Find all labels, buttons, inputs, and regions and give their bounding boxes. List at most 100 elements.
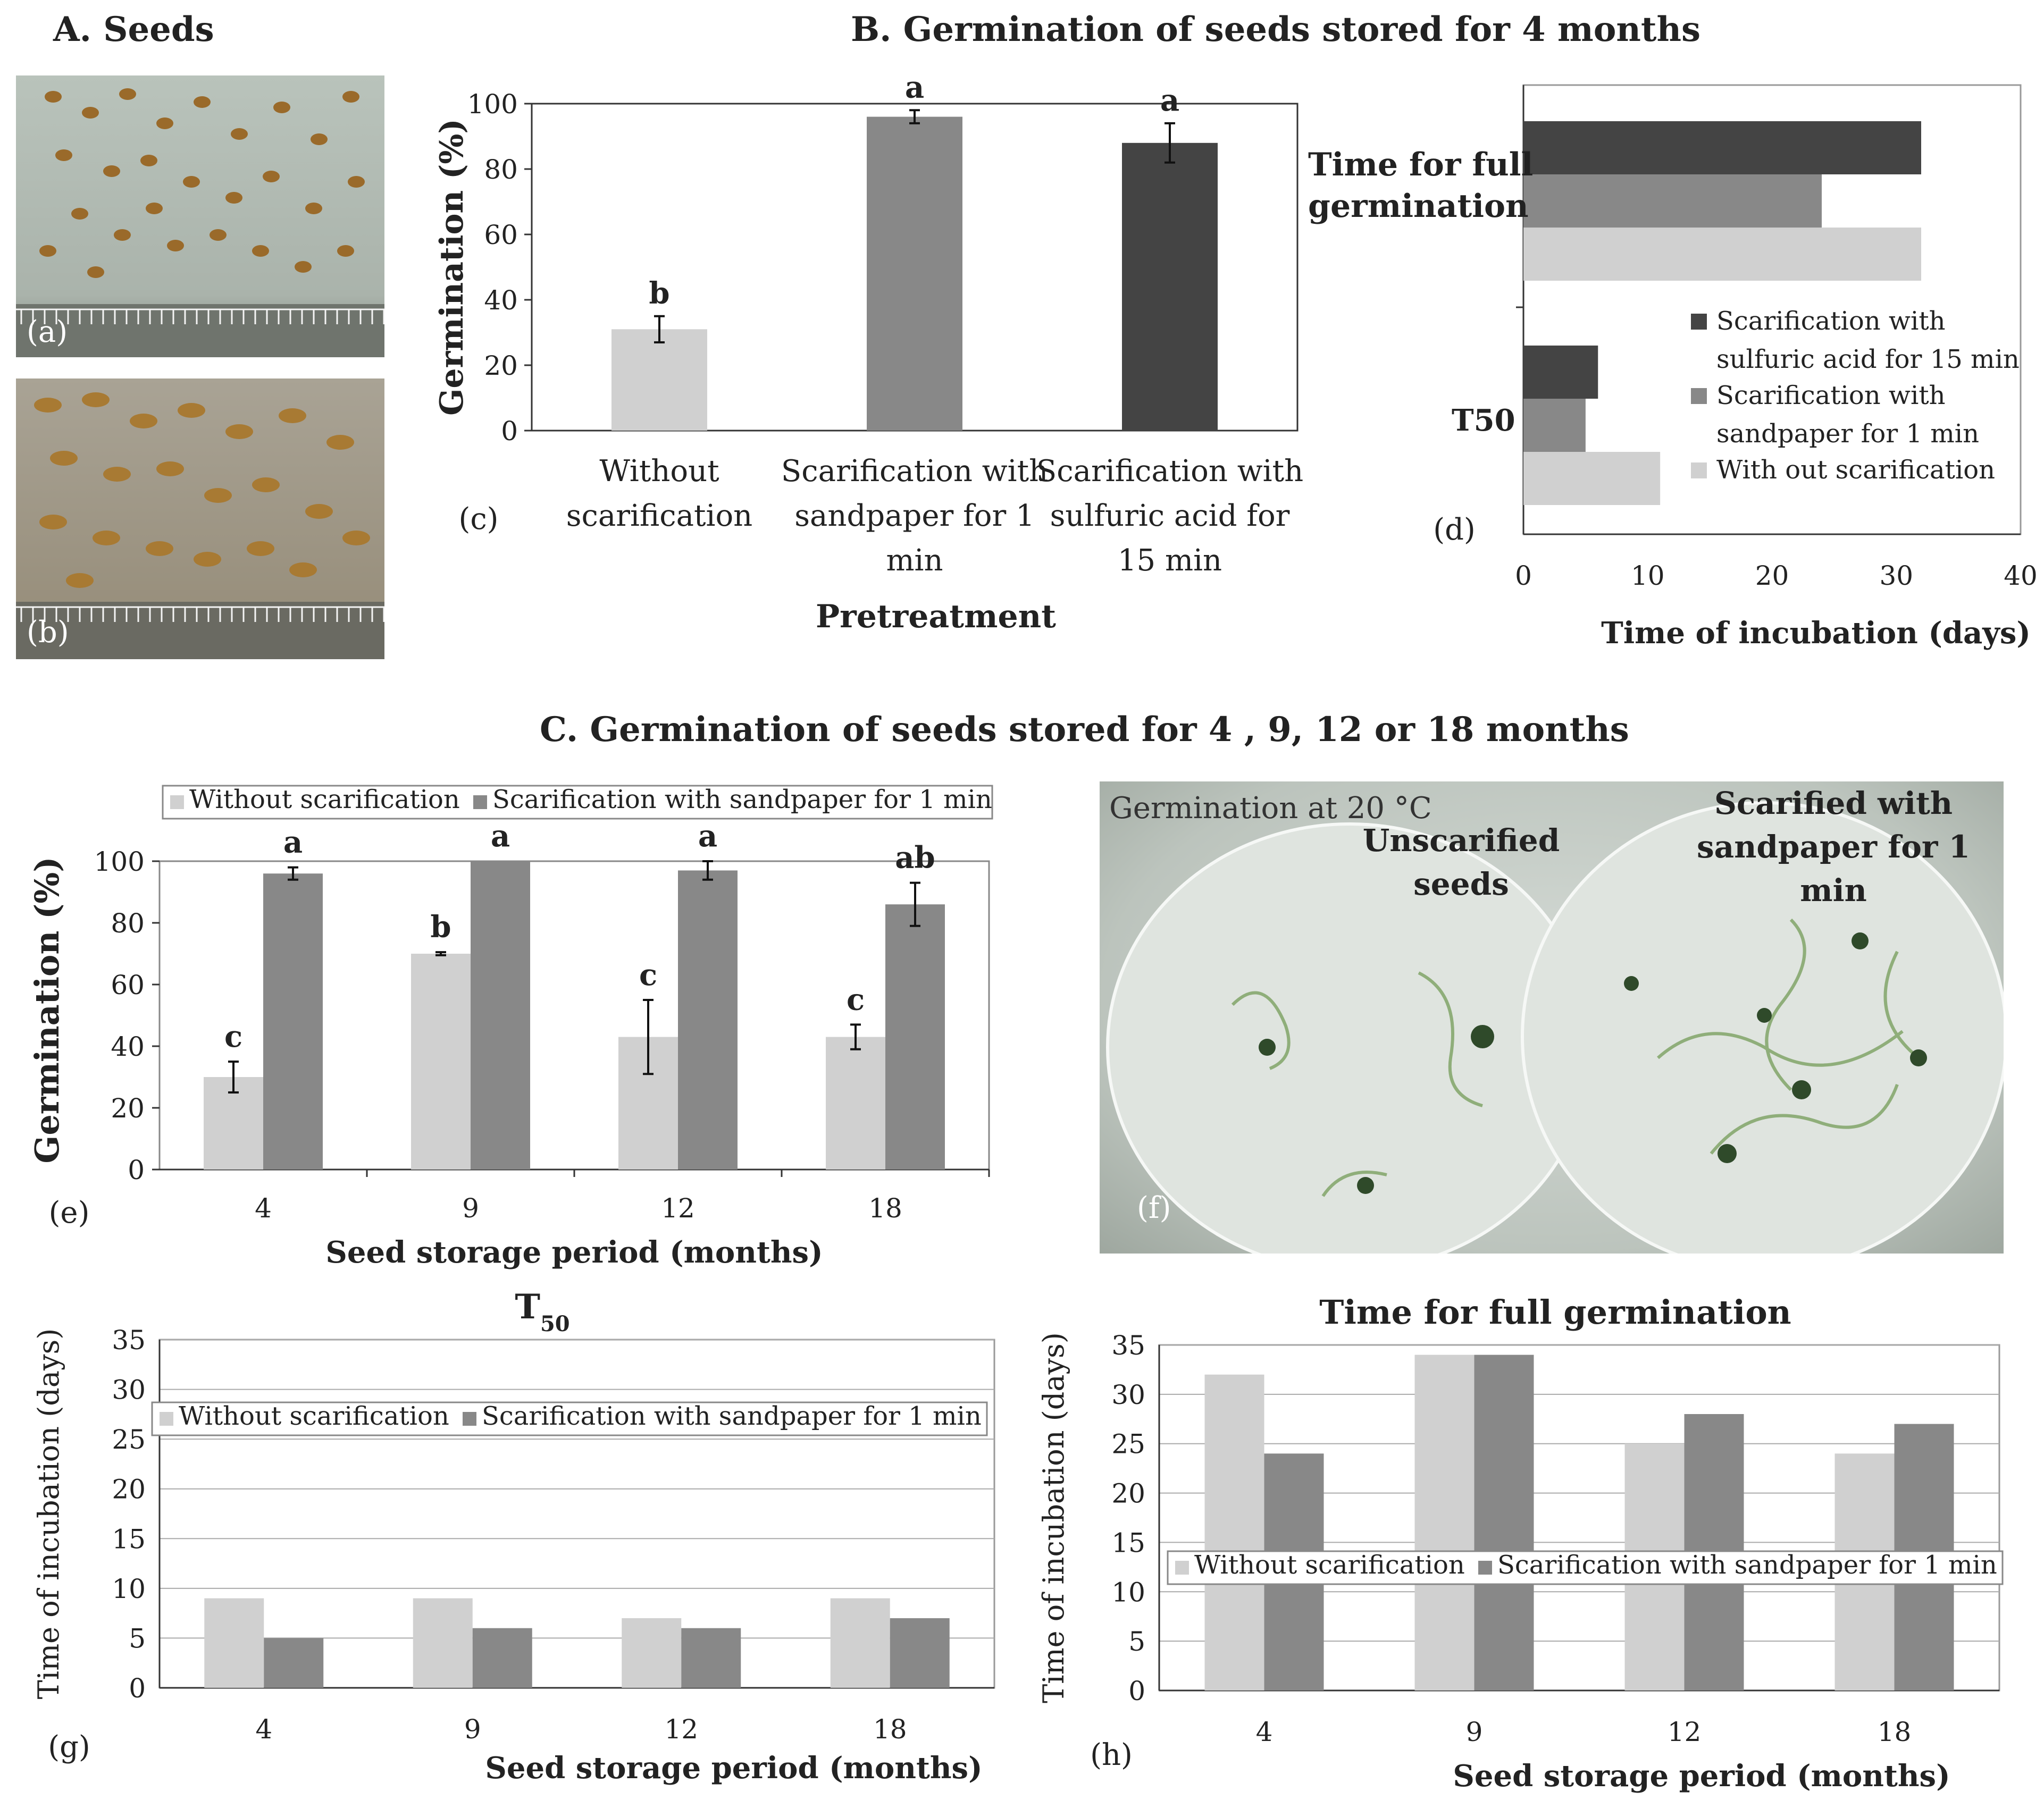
legend-label: With out scarification bbox=[1716, 455, 1995, 485]
y-tick-label: 60 bbox=[484, 220, 518, 250]
y-axis-label: Time of incubation (days) bbox=[1037, 1332, 1070, 1703]
y-tick-label: 35 bbox=[1111, 1330, 1145, 1361]
panel-label: (e) bbox=[49, 1196, 90, 1230]
y-tick-label: 10 bbox=[1111, 1577, 1145, 1608]
x-tick-label: 9 bbox=[464, 1714, 481, 1745]
bar bbox=[1523, 346, 1598, 399]
y-tick-label: 5 bbox=[129, 1623, 146, 1654]
legend-swatch bbox=[473, 795, 487, 809]
y-tick-label: 15 bbox=[1111, 1527, 1145, 1558]
petri-dishes-photo: Germination at 20 °C Unscarified seeds S… bbox=[1100, 781, 2004, 1254]
significance-letter: b bbox=[430, 910, 451, 945]
legend-label: Without scarification bbox=[179, 1401, 449, 1431]
x-tick-label: 30 bbox=[1879, 560, 1913, 591]
legend-label: Without scarification bbox=[189, 785, 460, 814]
y-axis-label: Germination (%) bbox=[433, 119, 471, 416]
bar bbox=[1523, 452, 1661, 505]
legend-swatch bbox=[463, 1412, 476, 1426]
legend-swatch bbox=[1691, 388, 1707, 404]
chart-title: T50 bbox=[515, 1287, 569, 1336]
significance-letter: a bbox=[1160, 83, 1179, 118]
y-tick-label: 20 bbox=[1111, 1478, 1145, 1509]
legend-label: Scarification with sandpaper for 1 min bbox=[482, 1401, 982, 1431]
bar bbox=[826, 1037, 885, 1170]
x-tick-label: 9 bbox=[1466, 1717, 1483, 1747]
y-category-label: germination bbox=[1308, 188, 1529, 225]
significance-letter: a bbox=[491, 819, 510, 854]
x-tick-label: 10 bbox=[1631, 560, 1665, 591]
bar bbox=[1523, 228, 1921, 281]
y-category-label: Time for full bbox=[1308, 146, 1533, 183]
y-tick-label: 5 bbox=[1128, 1626, 1145, 1657]
bar bbox=[411, 954, 471, 1170]
bar bbox=[890, 1618, 950, 1688]
significance-letter: a bbox=[698, 819, 717, 854]
bar bbox=[611, 329, 707, 431]
y-tick-label: 0 bbox=[501, 416, 518, 447]
significance-letter: c bbox=[847, 982, 865, 1017]
bar bbox=[472, 1628, 532, 1688]
y-tick-label: 30 bbox=[112, 1375, 146, 1406]
bar bbox=[1204, 1374, 1264, 1690]
bar bbox=[1122, 142, 1218, 431]
legend-g-frame bbox=[151, 1401, 988, 1436]
bar bbox=[1414, 1355, 1475, 1690]
bar bbox=[1523, 399, 1586, 452]
seed-scatter-a bbox=[16, 88, 384, 357]
legend-swatch bbox=[1691, 462, 1707, 478]
legend-label: Scarification with bbox=[1716, 306, 1946, 336]
x-tick-label: min bbox=[886, 543, 943, 578]
x-tick-label: 9 bbox=[462, 1193, 479, 1224]
dishes-left-label: Unscarified seeds bbox=[1362, 822, 1560, 902]
legend-e-frame bbox=[162, 785, 993, 820]
significance-letter: a bbox=[283, 825, 303, 860]
legend-h-frame bbox=[1167, 1550, 2004, 1585]
x-tick-label: 15 min bbox=[1118, 543, 1222, 578]
y-category-label: T50 bbox=[1452, 403, 1515, 438]
bar bbox=[681, 1628, 741, 1688]
legend-swatch bbox=[1175, 1561, 1189, 1575]
bar bbox=[885, 904, 945, 1170]
x-tick-label: 40 bbox=[2004, 560, 2038, 591]
x-tick-label: Without bbox=[599, 454, 719, 489]
seeds-photo-b: (b) bbox=[16, 378, 384, 659]
y-tick-label: 0 bbox=[128, 1155, 145, 1185]
y-axis-label: Germination (%) bbox=[28, 856, 66, 1163]
x-tick-label: 12 bbox=[664, 1714, 698, 1745]
bar bbox=[1523, 121, 1921, 174]
y-tick-label: 15 bbox=[112, 1524, 146, 1554]
bar bbox=[622, 1618, 682, 1688]
bar bbox=[867, 116, 962, 431]
y-tick-label: 80 bbox=[484, 154, 518, 185]
y-tick-label: 25 bbox=[1111, 1429, 1145, 1460]
chart-title: Time for full germination bbox=[1319, 1293, 1791, 1332]
x-axis-label: Pretreatment bbox=[816, 598, 1056, 635]
section-c-title: C. Germination of seeds stored for 4 , 9… bbox=[540, 710, 1629, 750]
dishes-caption: Germination at 20 °C bbox=[1109, 791, 1432, 826]
panel-label: (h) bbox=[1090, 1738, 1133, 1772]
x-tick-label: 18 bbox=[873, 1714, 907, 1745]
y-tick-label: 40 bbox=[111, 1031, 145, 1062]
legend-swatch bbox=[1691, 314, 1707, 330]
x-tick-label: 18 bbox=[868, 1193, 902, 1224]
x-tick-label: 4 bbox=[255, 1714, 272, 1745]
legend-label: sulfuric acid for 15 min bbox=[1716, 344, 2020, 374]
section-b-title: B. Germination of seeds stored for 4 mon… bbox=[851, 10, 1701, 49]
y-tick-label: 20 bbox=[484, 350, 518, 381]
significance-letter: c bbox=[639, 957, 657, 992]
legend-swatch bbox=[1478, 1561, 1492, 1575]
y-tick-label: 60 bbox=[111, 970, 145, 1000]
petri-dishes-drawing bbox=[1106, 801, 2004, 1254]
legend-label: Scarification with sandpaper for 1 min bbox=[492, 785, 992, 814]
x-axis-label: Seed storage period (months) bbox=[325, 1235, 823, 1270]
significance-letter: b bbox=[649, 276, 669, 311]
panel-label: (g) bbox=[48, 1730, 90, 1764]
seed-scatter-b bbox=[16, 392, 384, 659]
y-tick-label: 20 bbox=[111, 1093, 145, 1124]
x-tick-label: 4 bbox=[255, 1193, 272, 1224]
photo-f-label: (f) bbox=[1137, 1191, 1171, 1225]
y-tick-label: 100 bbox=[467, 89, 518, 120]
x-tick-label: 0 bbox=[1515, 560, 1532, 591]
x-tick-label: sandpaper for 1 bbox=[794, 499, 1034, 533]
